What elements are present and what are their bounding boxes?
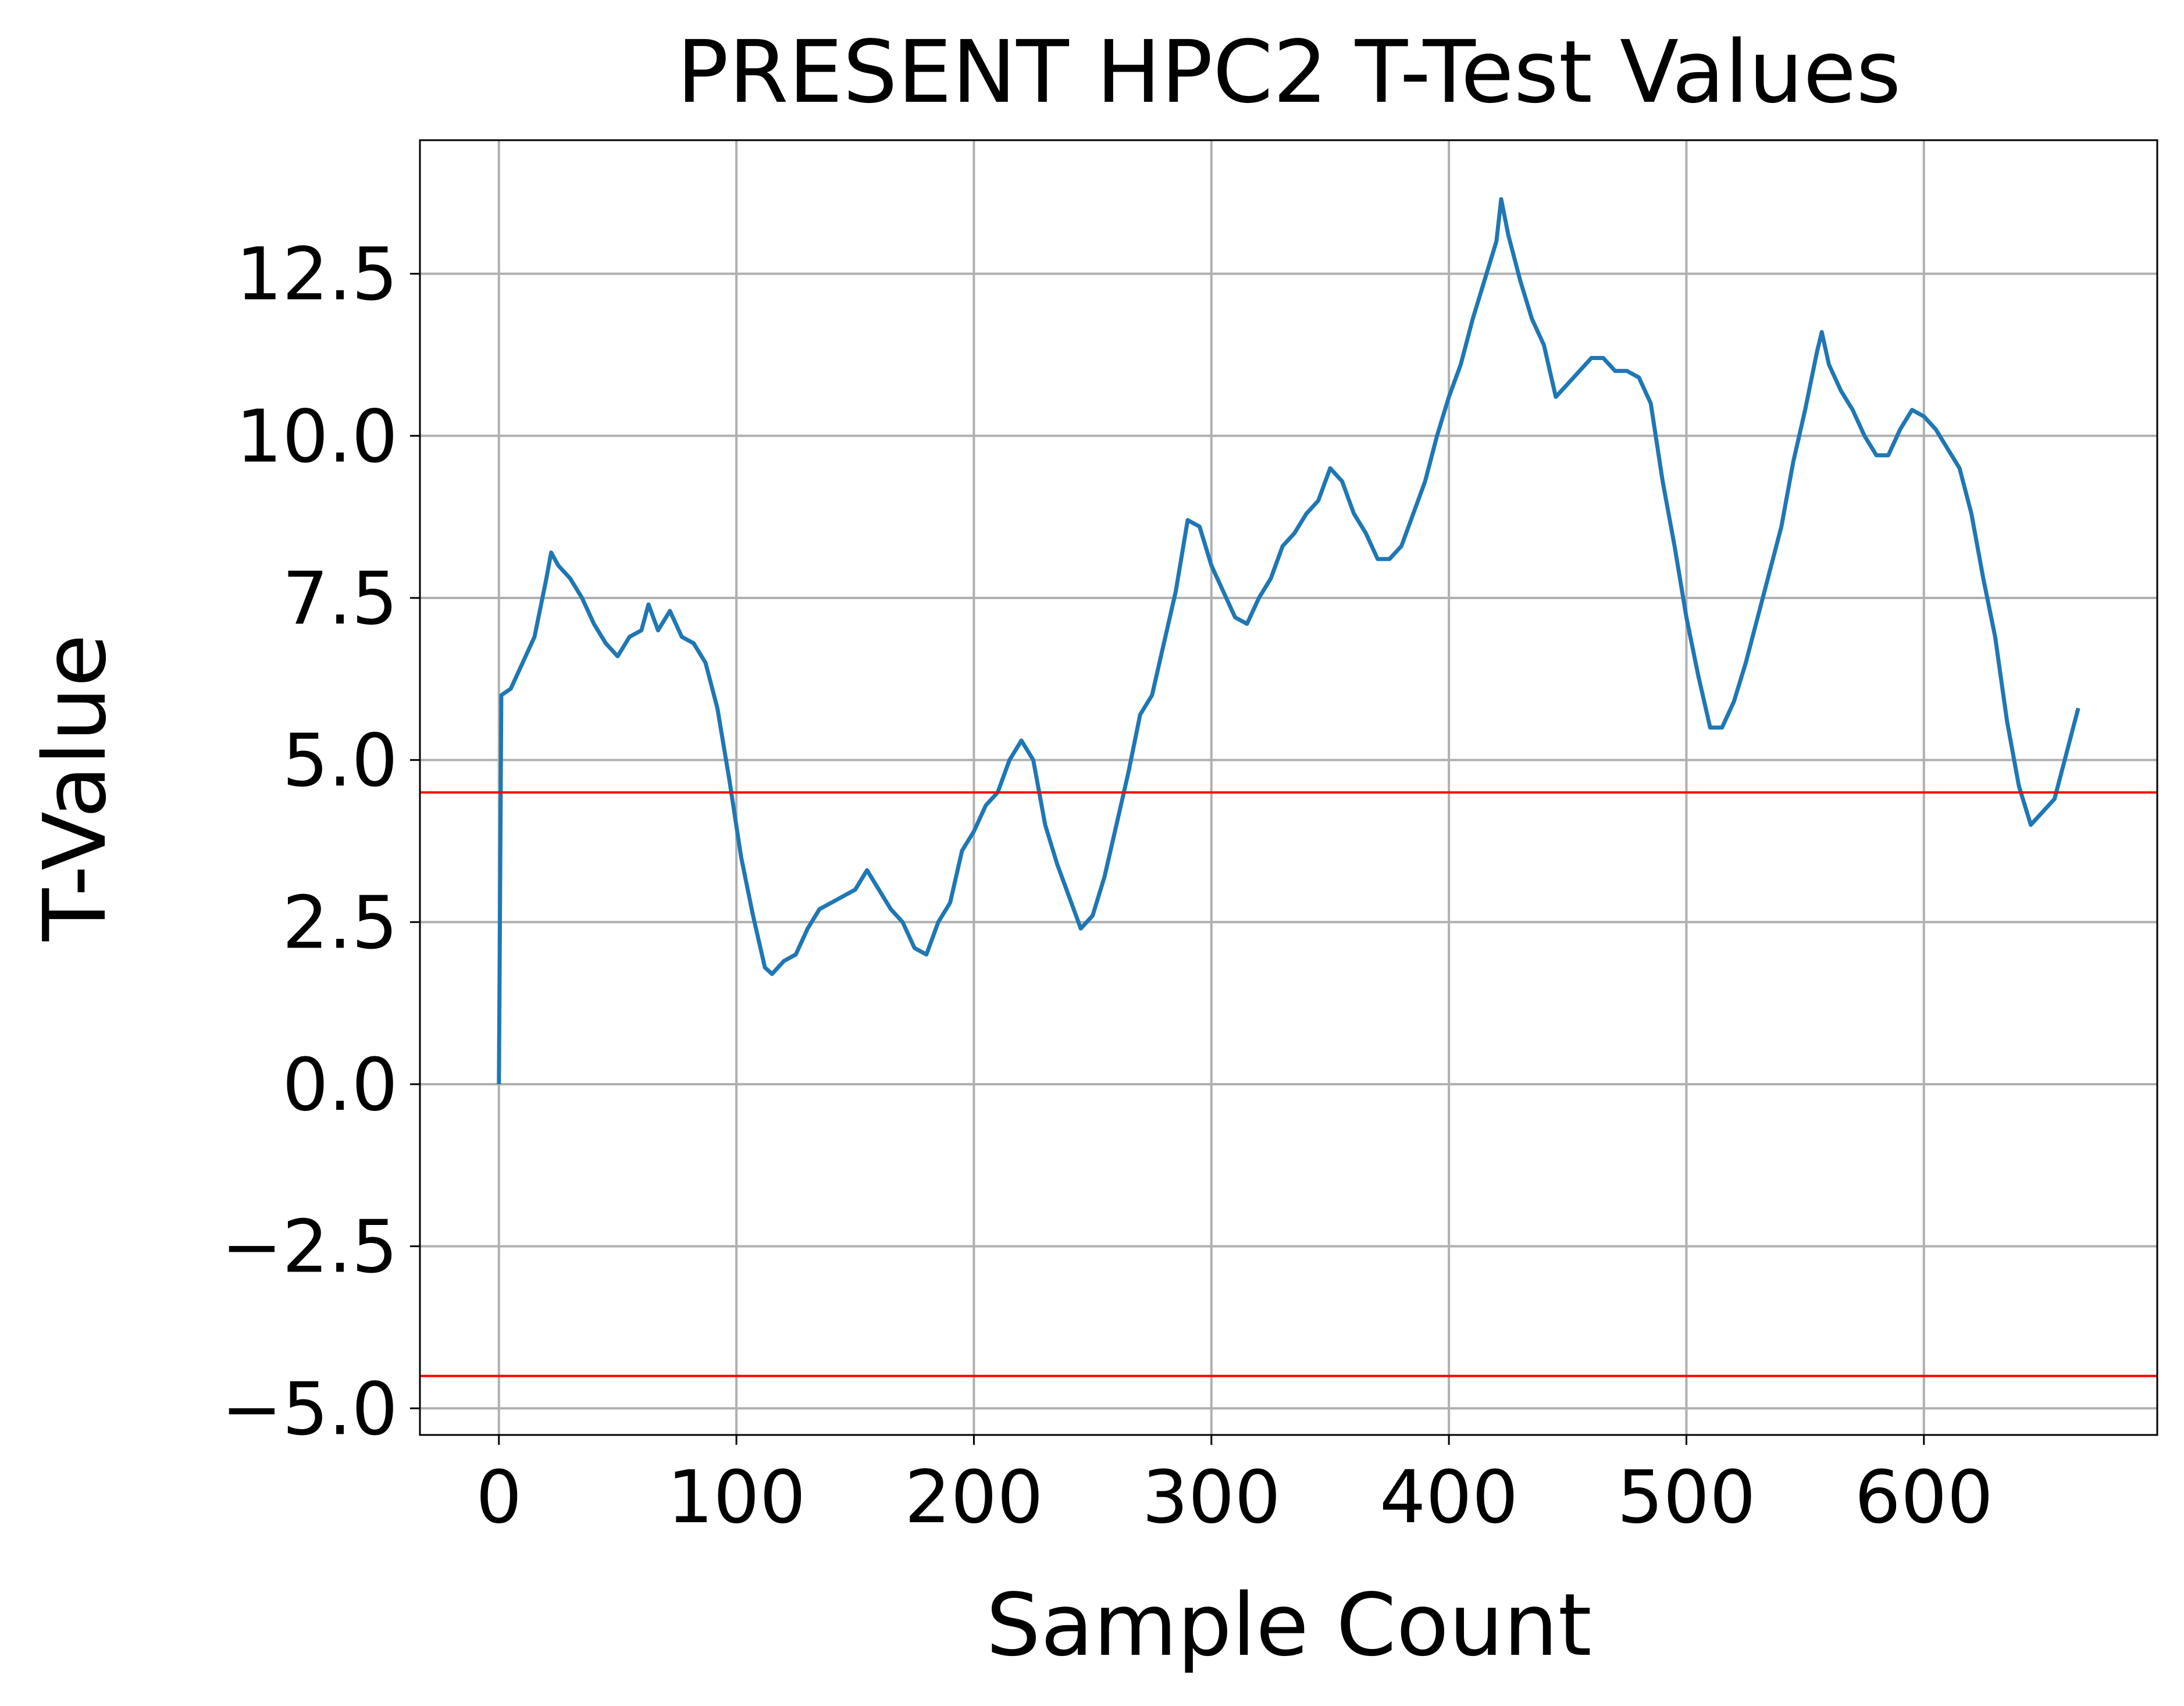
x-tick-label: 500 xyxy=(1617,1455,1756,1540)
y-axis-label: T-Value xyxy=(25,634,125,942)
y-tick-label: −5.0 xyxy=(221,1367,398,1451)
x-tick-label: 0 xyxy=(476,1455,522,1540)
x-tick-label: 600 xyxy=(1855,1455,1994,1540)
x-tick-label: 400 xyxy=(1380,1455,1519,1540)
data-line xyxy=(497,197,2080,1085)
x-tick-label: 100 xyxy=(667,1455,806,1540)
x-tick-label: 300 xyxy=(1142,1455,1281,1540)
plot-frame xyxy=(419,139,2158,1436)
y-tick-label: 10.0 xyxy=(236,394,398,479)
y-tick-label: 5.0 xyxy=(282,719,398,803)
y-tick-label: 12.5 xyxy=(236,233,398,317)
x-tick-label: 200 xyxy=(904,1455,1043,1540)
y-tick-label: 0.0 xyxy=(282,1043,398,1127)
y-tick-label: 7.5 xyxy=(282,557,398,641)
y-tick-label: −2.5 xyxy=(221,1205,398,1290)
x-axis-label: Sample Count xyxy=(986,1575,1592,1675)
y-tick-label: 2.5 xyxy=(282,881,398,965)
chart-title: PRESENT HPC2 T-Test Values xyxy=(677,22,1901,122)
